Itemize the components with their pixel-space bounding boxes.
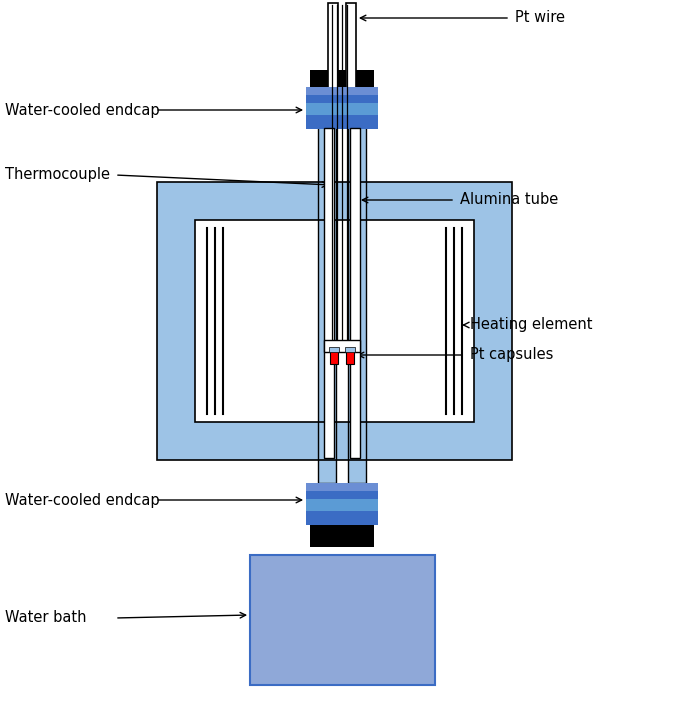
Text: Pt capsules: Pt capsules [470, 347, 553, 362]
Bar [195, 220, 474, 422]
Bar [306, 483, 378, 525]
Bar [330, 350, 338, 364]
Bar [324, 128, 334, 458]
Bar [318, 118, 336, 483]
Text: Water bath: Water bath [5, 611, 86, 625]
Bar [474, 182, 512, 460]
Bar [310, 525, 374, 547]
Bar [157, 182, 512, 460]
Bar [157, 422, 512, 460]
Bar [350, 128, 360, 458]
Bar [306, 87, 378, 129]
Bar [306, 103, 378, 115]
Bar [310, 70, 374, 92]
Text: Alumina tube: Alumina tube [460, 192, 558, 208]
Bar [250, 555, 435, 685]
Text: Water-cooled endcap: Water-cooled endcap [5, 493, 160, 508]
Bar [195, 220, 474, 422]
Bar [306, 499, 378, 511]
Bar [157, 182, 512, 220]
Bar [346, 350, 354, 364]
Text: Heating element: Heating element [470, 317, 593, 333]
Bar [346, 3, 356, 93]
Bar [306, 483, 378, 491]
Bar [157, 182, 195, 460]
Bar [328, 3, 338, 93]
Bar [306, 87, 378, 95]
Bar [157, 182, 512, 460]
Bar [329, 347, 339, 352]
Text: Thermocouple: Thermocouple [5, 168, 110, 183]
Text: Pt wire: Pt wire [515, 11, 565, 25]
Bar [345, 347, 355, 352]
Text: Water-cooled endcap: Water-cooled endcap [5, 102, 160, 117]
Bar [324, 340, 360, 352]
Bar [348, 118, 366, 483]
